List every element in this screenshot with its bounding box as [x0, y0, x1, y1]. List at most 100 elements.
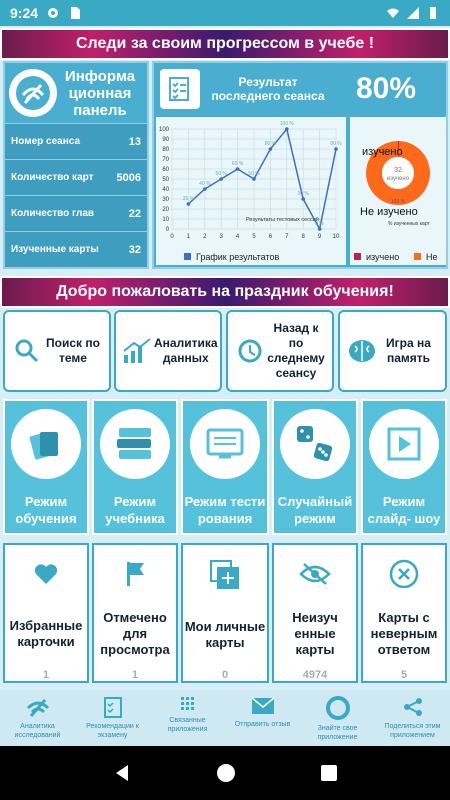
- favorites-card[interactable]: Избранные карточки 1: [3, 543, 89, 683]
- donut-center-label: изучено: [387, 176, 410, 182]
- brain-icon: [346, 335, 378, 367]
- data-label: 80 %: [330, 141, 342, 147]
- data-analytics-label: Аналитика данных: [154, 336, 218, 365]
- checklist-icon: [160, 69, 200, 109]
- legend-swatch: [354, 253, 361, 260]
- marked-label: Отмечено для просмотра: [100, 610, 170, 658]
- search-topic-button[interactable]: Поиск по теме: [3, 310, 111, 392]
- info-row-label: Количество карт: [11, 171, 94, 183]
- status-time: 9:24: [10, 5, 39, 21]
- nav-label: Отправить отзыв: [234, 721, 291, 728]
- marked-count: 1: [131, 669, 139, 681]
- donut-subtitle: % изученных карт: [388, 221, 431, 227]
- last-session-label: Назад к по следнему сеансу: [267, 321, 325, 380]
- y-tick-label: 100: [159, 127, 170, 133]
- textbook-mode-tile[interactable]: Режим учебника: [92, 399, 178, 535]
- data-label: 100 %: [280, 121, 295, 127]
- heart-icon: [33, 559, 59, 590]
- nav-label: Рекомендации к экзамену: [86, 723, 139, 739]
- x-tick-label: 5: [252, 234, 256, 240]
- flag-icon: [123, 559, 147, 590]
- nav-send-feedback[interactable]: Отправить отзыв: [225, 690, 300, 746]
- history-icon: [234, 335, 266, 367]
- analytics-icon: [26, 699, 49, 717]
- unlearned-card[interactable]: Неизуч енные карты 4974: [272, 543, 358, 683]
- info-panel: Информа ционная панель Номер сеанса 13 К…: [3, 61, 149, 269]
- nav-exam-tips[interactable]: Рекомендации к экзамену: [75, 690, 150, 746]
- data-analytics-button[interactable]: Аналитика данных: [114, 310, 222, 392]
- test-mode-label: Режим тести рования: [184, 494, 266, 526]
- analytics-logo-icon: [9, 69, 57, 117]
- slideshow-mode-label: Режим слайд- шоу: [367, 494, 441, 526]
- slideshow-mode-tile[interactable]: Режим слайд- шоу: [361, 399, 447, 535]
- welcome-banner-text: Добро пожаловать на праздник обучения!: [56, 283, 394, 300]
- my-cards-label: Мои личные карты: [184, 619, 266, 650]
- data-label: 50 %: [248, 171, 260, 177]
- mail-icon: [251, 697, 274, 714]
- y-tick-label: 40: [162, 187, 169, 193]
- x-tick-label: 9: [318, 234, 322, 240]
- last-session-button[interactable]: Назад к по следнему сеансу: [226, 310, 334, 392]
- legend-label: Не: [426, 252, 438, 262]
- search-topic-label: Поиск по теме: [46, 336, 100, 365]
- slice-percent-label: 100 %: [391, 199, 406, 205]
- favorites-label: Избранные карточки: [9, 618, 83, 650]
- home-icon[interactable]: [215, 762, 237, 784]
- legend-label: График результатов: [196, 252, 279, 262]
- wrong-answers-label: Карты с неверным ответом: [370, 610, 438, 658]
- marked-card[interactable]: Отмечено для просмотра 1: [92, 543, 178, 683]
- data-label: 30 %: [297, 191, 309, 197]
- data-point: [268, 147, 273, 151]
- nav-study-analytics[interactable]: Аналитика исследований: [0, 690, 75, 746]
- y-tick-label: 0: [166, 227, 170, 233]
- wrong-answers-count: 5: [400, 669, 408, 681]
- info-row-label: Количество глав: [11, 207, 95, 219]
- nav-know-app[interactable]: Знайте свое приложение: [300, 690, 375, 746]
- back-icon[interactable]: [112, 763, 132, 783]
- slice-label-learned: изучено: [362, 146, 403, 158]
- my-cards-card[interactable]: Мои личные карты 0: [181, 543, 269, 683]
- result-panel: Результат последнего сеанса 80% 0 10 20 30 4…: [152, 61, 448, 269]
- favorites-count: 1: [42, 669, 50, 681]
- slice-label-unlearned: Не изучено: [360, 206, 418, 218]
- battery-icon: [430, 7, 436, 19]
- y-tick-label: 60: [162, 167, 169, 173]
- results-line-chart: 0 10 20 30 40 50 60 70 80 90 100 0 1 2 3 4 5 6 7 8 9 10 25 % 40…: [159, 121, 342, 262]
- data-point: [203, 187, 207, 191]
- data-label: 80 %: [265, 141, 277, 147]
- clipboard-icon: [103, 697, 122, 718]
- data-point: [186, 202, 191, 206]
- cards-icon: [11, 409, 81, 479]
- data-point: [235, 167, 240, 171]
- donut-hole: [382, 157, 414, 189]
- learned-donut-chart: изучено 32 изучено 100 % Не изучено % изученн…: [350, 117, 446, 265]
- y-tick-label: 50: [162, 177, 169, 183]
- info-row-value: 13: [128, 135, 141, 148]
- nav-related-apps[interactable]: Связанные приложения: [150, 690, 225, 746]
- x-circle-icon: [389, 559, 419, 590]
- textbook-mode-label: Режим учебника: [105, 494, 165, 526]
- last-session-percent: 80%: [355, 72, 416, 105]
- recents-icon[interactable]: [320, 764, 338, 782]
- x-tick-label: 8: [302, 234, 306, 240]
- wrong-answers-card[interactable]: Карты с неверным ответом 5: [361, 543, 447, 683]
- settings-icon: [48, 8, 59, 18]
- memory-game-button[interactable]: Игра на память: [338, 310, 447, 392]
- y-tick-label: 80: [162, 147, 169, 153]
- nav-share-app[interactable]: Поделиться этим приложением: [375, 690, 450, 746]
- test-icon: [190, 409, 260, 479]
- results-chart: 0 10 20 30 40 50 60 70 80 90 100 0 1 2 3 4 5 6 7 8 9 10 25 % 40…: [156, 117, 346, 265]
- y-tick-label: 90: [162, 137, 169, 143]
- play-icon: [369, 409, 439, 479]
- study-mode-tile[interactable]: Режим обучения: [3, 399, 89, 535]
- random-mode-tile[interactable]: Случайный режим: [272, 399, 358, 535]
- data-label: 0 %: [315, 221, 324, 227]
- data-label: 50 %: [215, 171, 227, 177]
- info-row-value: 5006: [116, 171, 141, 184]
- donut-center-value: 32: [394, 167, 402, 174]
- random-mode-label: Случайный режим: [277, 494, 353, 526]
- x-tick-label: 0: [170, 234, 174, 240]
- my-cards-count: 0: [221, 669, 229, 681]
- data-label: 40 %: [199, 181, 211, 187]
- test-mode-tile[interactable]: Режим тести рования: [181, 399, 269, 535]
